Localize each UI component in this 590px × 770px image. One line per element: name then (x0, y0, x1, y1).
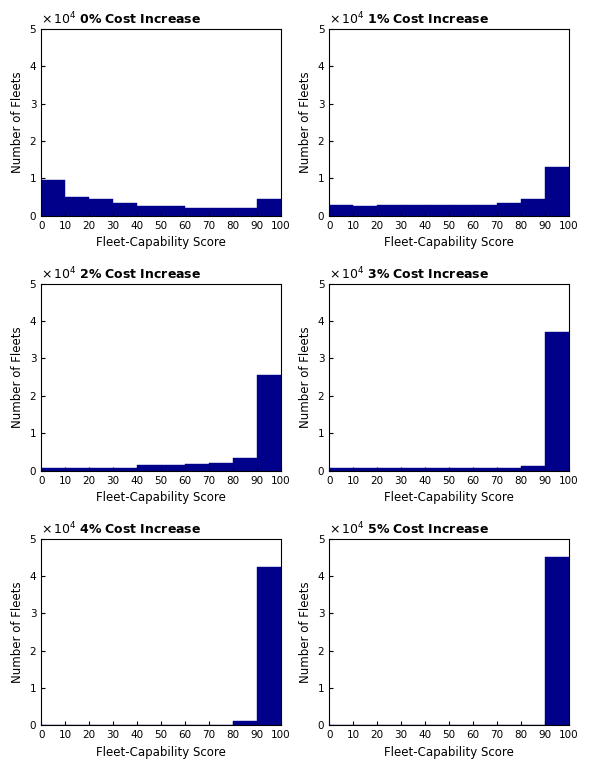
Bar (257, 199, 281, 216)
Bar (545, 333, 569, 470)
Text: $\times\,10^4$ $\bf{2\%\ Cost\ Increase}$: $\times\,10^4$ $\bf{2\%\ Cost\ Increase}… (41, 266, 201, 283)
Bar (185, 464, 209, 470)
Bar (65, 467, 89, 470)
Bar (257, 375, 281, 470)
X-axis label: Fleet-Capability Score: Fleet-Capability Score (384, 236, 514, 249)
Text: $\times\,10^4$ $\bf{0\%\ Cost\ Increase}$: $\times\,10^4$ $\bf{0\%\ Cost\ Increase}… (41, 11, 201, 28)
Bar (161, 465, 185, 470)
Bar (449, 206, 473, 216)
Y-axis label: Number of Fleets: Number of Fleets (299, 72, 312, 173)
Y-axis label: Number of Fleets: Number of Fleets (299, 581, 312, 683)
Bar (329, 467, 353, 470)
Bar (41, 180, 65, 216)
Bar (161, 206, 185, 216)
Bar (137, 465, 161, 470)
X-axis label: Fleet-Capability Score: Fleet-Capability Score (384, 491, 514, 504)
Bar (521, 466, 545, 470)
Y-axis label: Number of Fleets: Number of Fleets (11, 326, 24, 428)
Bar (137, 206, 161, 216)
X-axis label: Fleet-Capability Score: Fleet-Capability Score (384, 746, 514, 759)
Text: $\times\,10^4$ $\bf{1\%\ Cost\ Increase}$: $\times\,10^4$ $\bf{1\%\ Cost\ Increase}… (329, 11, 490, 28)
Bar (353, 467, 377, 470)
X-axis label: Fleet-Capability Score: Fleet-Capability Score (96, 746, 226, 759)
Bar (473, 467, 497, 470)
X-axis label: Fleet-Capability Score: Fleet-Capability Score (96, 491, 226, 504)
Bar (377, 467, 401, 470)
Bar (233, 457, 257, 470)
Bar (473, 206, 497, 216)
Bar (257, 567, 281, 725)
Bar (425, 467, 449, 470)
Bar (113, 467, 137, 470)
Bar (209, 464, 233, 470)
Bar (113, 203, 137, 216)
Text: $\times\,10^4$ $\bf{5\%\ Cost\ Increase}$: $\times\,10^4$ $\bf{5\%\ Cost\ Increase}… (329, 521, 490, 537)
Bar (41, 467, 65, 470)
Bar (209, 209, 233, 216)
Bar (233, 209, 257, 216)
Bar (233, 721, 257, 725)
Y-axis label: Number of Fleets: Number of Fleets (299, 326, 312, 428)
Bar (329, 205, 353, 216)
Text: $\times\,10^4$ $\bf{4\%\ Cost\ Increase}$: $\times\,10^4$ $\bf{4\%\ Cost\ Increase}… (41, 521, 201, 537)
Bar (401, 467, 425, 470)
X-axis label: Fleet-Capability Score: Fleet-Capability Score (96, 236, 226, 249)
Bar (65, 197, 89, 216)
Bar (425, 206, 449, 216)
Bar (449, 467, 473, 470)
Bar (545, 167, 569, 216)
Y-axis label: Number of Fleets: Number of Fleets (11, 72, 24, 173)
Bar (497, 467, 521, 470)
Bar (545, 557, 569, 725)
Bar (353, 206, 377, 216)
Text: $\times\,10^4$ $\bf{3\%\ Cost\ Increase}$: $\times\,10^4$ $\bf{3\%\ Cost\ Increase}… (329, 266, 490, 283)
Bar (185, 209, 209, 216)
Bar (401, 206, 425, 216)
Bar (89, 467, 113, 470)
Bar (377, 206, 401, 216)
Bar (497, 203, 521, 216)
Bar (89, 199, 113, 216)
Y-axis label: Number of Fleets: Number of Fleets (11, 581, 24, 683)
Bar (521, 199, 545, 216)
